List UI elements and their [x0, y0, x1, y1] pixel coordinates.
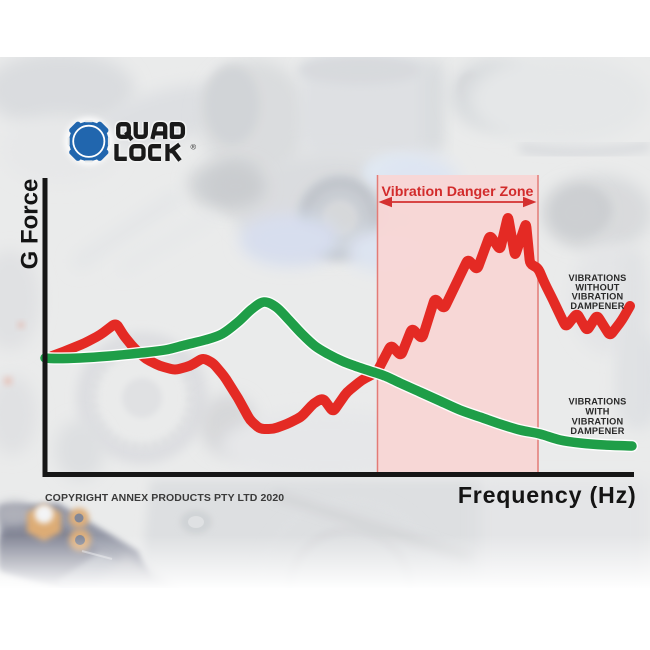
svg-text:Frequency (Hz): Frequency (Hz) — [458, 482, 637, 508]
svg-text:COPYRIGHT ANNEX PRODUCTS PTY L: COPYRIGHT ANNEX PRODUCTS PTY LTD 2020 — [45, 492, 284, 504]
svg-text:Vibration Danger Zone: Vibration Danger Zone — [382, 184, 534, 200]
svg-text:G Force: G Force — [17, 179, 44, 270]
svg-text:®: ® — [191, 143, 197, 152]
